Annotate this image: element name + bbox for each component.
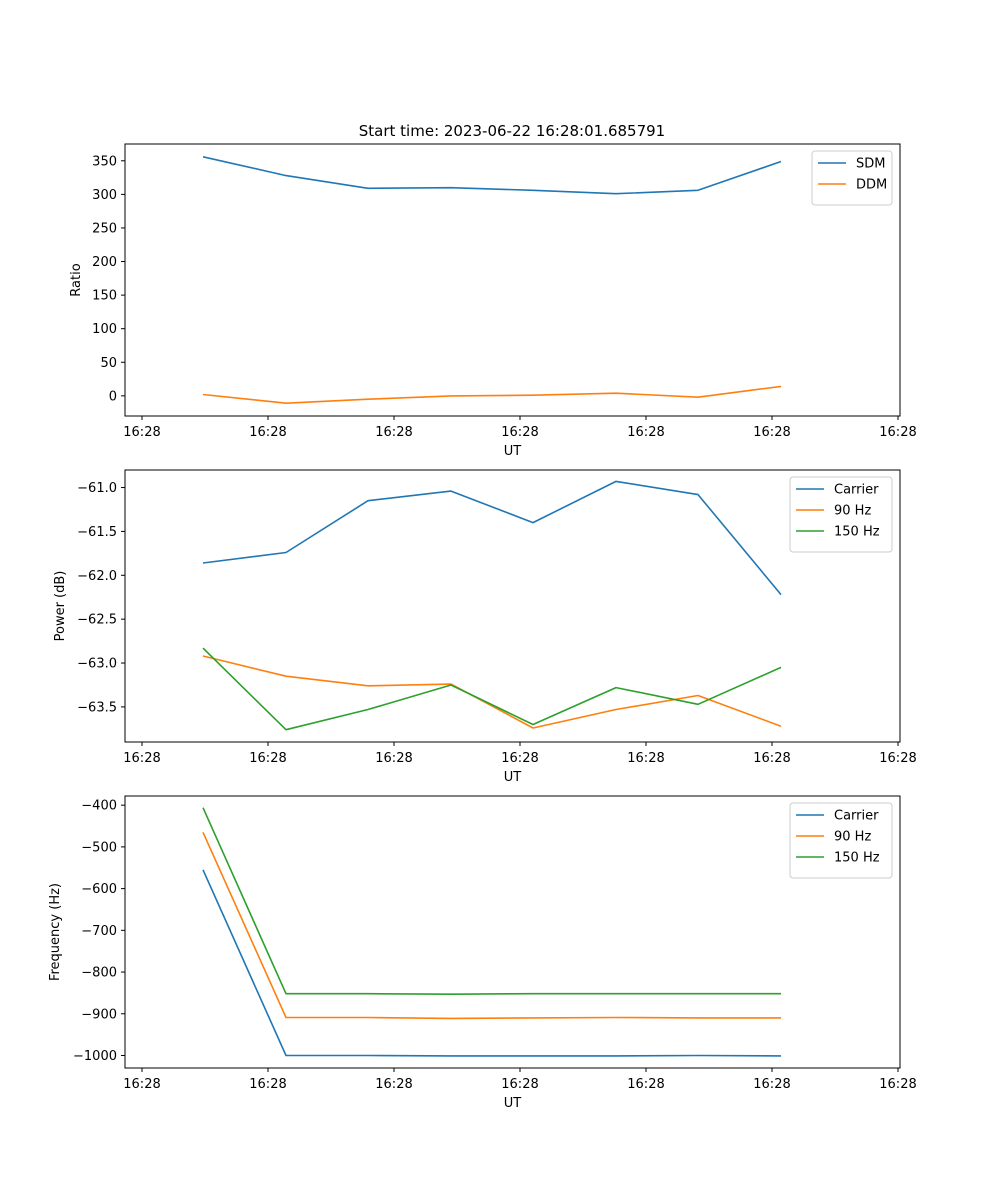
x-tick-label: 16:28 (123, 751, 160, 766)
x-tick-label: 16:28 (501, 425, 538, 440)
x-tick-label: 16:28 (627, 751, 664, 766)
series-line-150-hz (202, 647, 782, 731)
legend: SDM DDM (811, 150, 893, 206)
y-tick-label: 300 (92, 188, 117, 203)
series-line-sdm (202, 156, 782, 195)
legend-box (789, 802, 893, 879)
x-tick-label: 16:28 (123, 425, 160, 440)
x-tick-label: 16:28 (501, 751, 538, 766)
x-tick-label: 16:28 (627, 425, 664, 440)
y-tick-label: −62.5 (77, 613, 117, 628)
y-tick-label: −500 (81, 840, 117, 855)
y-tick-label: −700 (81, 924, 117, 939)
series-line-90-hz (202, 831, 781, 1020)
y-tick-label: 200 (92, 255, 117, 270)
y-tick-label: 100 (92, 322, 117, 337)
x-tick-label: 16:28 (375, 1077, 412, 1092)
axes-frame (124, 143, 901, 417)
y-tick-label: 250 (92, 221, 117, 236)
x-tick-label: 16:28 (879, 425, 916, 440)
legend-label: 150 Hz (834, 525, 880, 540)
x-tick-label: 16:28 (753, 1077, 790, 1092)
y-tick-label: 350 (92, 154, 117, 169)
x-axis-label: UT (504, 444, 522, 459)
x-tick-label: 16:28 (501, 1077, 538, 1092)
x-tick-label: 16:28 (879, 1077, 916, 1092)
y-tick-label: 150 (92, 289, 117, 304)
series-line-ddm (202, 385, 782, 405)
series-line-carrier (202, 869, 782, 1057)
y-axis-label: Frequency (Hz) (48, 883, 63, 981)
y-tick-label: −61.5 (77, 525, 117, 540)
axes-frame (124, 469, 901, 743)
legend-label: 150 Hz (834, 851, 880, 866)
series-line-90-hz (202, 655, 782, 729)
x-tick-label: 16:28 (249, 1077, 286, 1092)
x-tick-label: 16:28 (879, 751, 916, 766)
legend-label: DDM (856, 178, 887, 193)
x-axis-label: UT (504, 1096, 522, 1111)
legend-box (789, 476, 893, 553)
legend-box (811, 150, 893, 206)
x-tick-label: 16:28 (753, 751, 790, 766)
x-tick-label: 16:28 (375, 425, 412, 440)
x-tick-label: 16:28 (249, 425, 286, 440)
y-tick-label: −400 (81, 799, 117, 814)
x-tick-label: 16:28 (627, 1077, 664, 1092)
legend-label: Carrier (834, 809, 879, 824)
subplot-1: 0 50 100 150 200 250 300 350 16:28 16:28 16:28 16:2… (69, 143, 917, 459)
y-tick-label: −62.0 (77, 569, 117, 584)
y-tick-label: 0 (109, 389, 117, 404)
series-line-150-hz (202, 807, 781, 996)
legend: Carrier 90 Hz 150 Hz (789, 802, 893, 879)
legend-label: 90 Hz (834, 830, 871, 845)
y-tick-label: −63.5 (77, 700, 117, 715)
x-axis-label: UT (504, 770, 522, 785)
legend-label: 90 Hz (834, 504, 871, 519)
axes-frame (124, 795, 901, 1069)
subplot-3: −1000 −900 −800 −700 −600 −500 −400 16:28 16:28 1… (48, 795, 917, 1111)
y-tick-label: −900 (81, 1007, 117, 1022)
series-line-carrier (202, 480, 782, 596)
y-tick-label: −63.0 (77, 657, 117, 672)
legend-label: SDM (856, 157, 885, 172)
y-tick-label: −61.0 (77, 481, 117, 496)
x-tick-label: 16:28 (249, 751, 286, 766)
figure-title: Start time: 2023-06-22 16:28:01.685791 (359, 122, 665, 140)
x-tick-label: 16:28 (123, 1077, 160, 1092)
y-axis-label: Power (dB) (53, 571, 68, 642)
subplot-2: −63.5 −63.0 −62.5 −62.0 −61.5 −61.0 16:28 16:28… (53, 469, 917, 785)
y-tick-label: −1000 (73, 1049, 117, 1064)
legend-label: Carrier (834, 483, 879, 498)
x-tick-label: 16:28 (375, 751, 412, 766)
y-tick-label: −600 (81, 882, 117, 897)
legend: Carrier 90 Hz 150 Hz (789, 476, 893, 553)
y-axis-label: Ratio (69, 263, 84, 296)
y-tick-label: −800 (81, 966, 117, 981)
y-tick-label: 50 (100, 356, 117, 371)
x-tick-label: 16:28 (753, 425, 790, 440)
